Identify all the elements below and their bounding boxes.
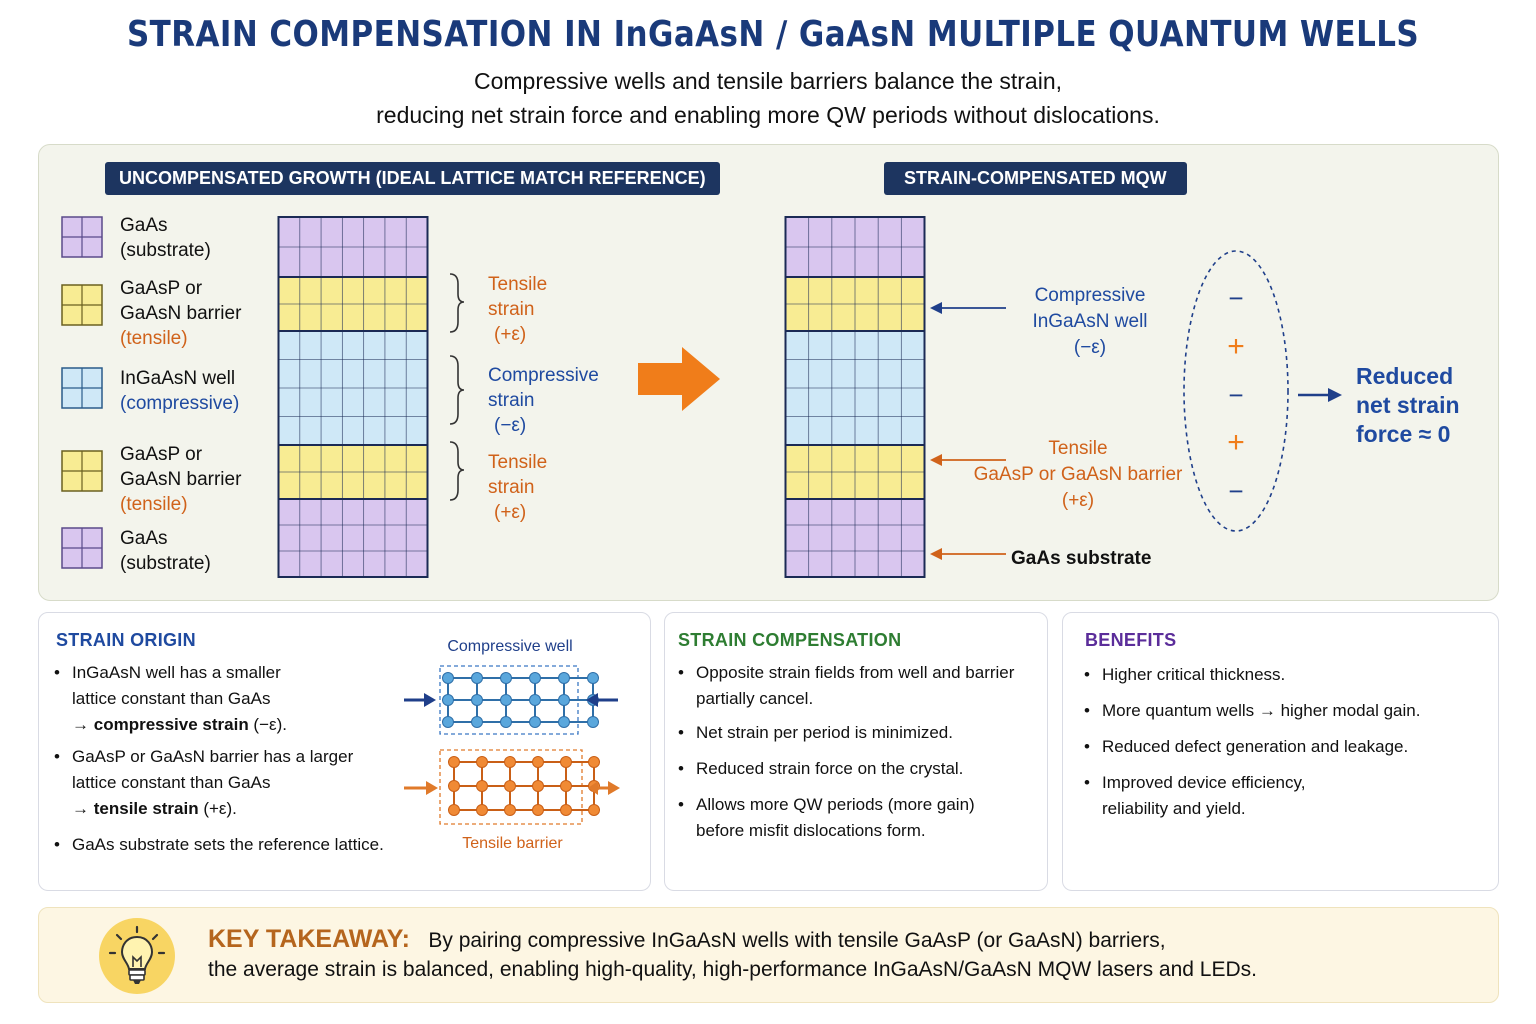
sign-minus-3: −	[1228, 476, 1244, 506]
tensile-arrow-right-icon	[588, 781, 620, 795]
benefits-heading: BENEFITS	[1085, 630, 1177, 650]
sign-minus-2: −	[1228, 380, 1244, 410]
barrier-lattice-caption: Tensile barrier	[462, 835, 563, 852]
layer-pointer-arrows	[930, 302, 1006, 560]
lightbulb-icon	[99, 918, 175, 994]
compensation-bullet-1: Opposite strain fields from well and bar…	[678, 660, 1038, 712]
legend-item-substrate-bottom: GaAs (substrate)	[120, 528, 211, 574]
compress-arrow-left-icon	[404, 693, 436, 707]
uncompensated-layer-stack	[277, 216, 429, 578]
brace-compressive	[449, 355, 465, 425]
legend-swatches	[61, 216, 103, 569]
sign-minus-1: −	[1228, 283, 1244, 313]
strain-compensation-card	[664, 612, 1048, 891]
key-takeaway-banner	[38, 907, 1499, 1003]
benefits-bullet-1: Higher critical thickness.	[1084, 662, 1484, 688]
compensation-bullet-2: Net strain per period is minimized.	[678, 720, 1038, 746]
origin-bullet-3: GaAs substrate sets the reference lattic…	[54, 832, 414, 858]
result-arrow-icon	[1298, 388, 1342, 402]
brace-tensile-top	[449, 273, 465, 333]
subtitle-line-1: Compressive wells and tensile barriers b…	[473, 68, 1063, 94]
benefits-list: Higher critical thickness. More quantum …	[1084, 662, 1484, 822]
label-tensile-barrier: Tensile GaAsP or GaAsN barrier (+ε)	[973, 438, 1183, 511]
legend-swatch-barrier-top	[61, 284, 103, 326]
compensation-bullet-3: Reduced strain force on the crystal.	[678, 756, 1038, 782]
strain-compensation-heading: STRAIN COMPENSATION	[678, 630, 902, 650]
pointer-well-arrow	[930, 302, 1006, 314]
compensated-layer-stack	[784, 216, 926, 578]
compensated-tag: STRAIN-COMPENSATED MQW	[884, 162, 1187, 195]
compress-arrow-right-icon	[586, 693, 618, 707]
annotation-tensile-top: Tensile strain (+ε)	[488, 274, 548, 345]
tensile-arrow-left-icon	[404, 781, 438, 795]
legend-item-substrate-top: GaAs (substrate)	[120, 215, 211, 261]
strain-origin-heading: STRAIN ORIGIN	[56, 630, 196, 650]
pointer-substrate-arrow	[930, 548, 1006, 560]
strain-compensation-list: Opposite strain fields from well and bar…	[678, 660, 1038, 844]
sign-plus-1: +	[1227, 330, 1245, 363]
well-lattice-icon	[442, 672, 599, 728]
annotation-compressive: Compressive strain (−ε)	[488, 365, 599, 436]
layer-gaas-bottom	[277, 498, 429, 578]
result-reduced-net-strain: Reduced net strain force ≈ 0	[1356, 363, 1460, 447]
compensation-bullet-4: Allows more QW periods (more gain)before…	[678, 792, 1038, 844]
label-compressive-well: Compressive InGaAsN well (−ε)	[1032, 285, 1148, 358]
annotation-tensile-bottom: Tensile strain (+ε)	[488, 452, 548, 523]
pointer-barrier-arrow	[930, 454, 1006, 466]
takeaway-label: KEY TAKEAWAY:	[208, 925, 410, 953]
strain-sum-ellipse	[1183, 250, 1289, 532]
legend-swatch-well	[61, 367, 103, 409]
page-title: STRAIN COMPENSATION IN InGaAsN / GaAsN M…	[126, 14, 1420, 55]
legend-swatch-barrier-bottom	[61, 450, 103, 492]
brace-tensile-bottom	[449, 441, 465, 501]
legend-swatch-substrate-top	[61, 216, 103, 258]
strain-braces	[449, 273, 465, 501]
legend-item-well: InGaAsN well (compressive)	[120, 368, 240, 414]
takeaway-line-2: the average strain is balanced, enabling…	[208, 958, 1257, 981]
legend-swatch-substrate-bottom	[61, 527, 103, 569]
legend-item-barrier-top: GaAsP or GaAsN barrier (tensile)	[120, 278, 242, 349]
lattice-diagrams	[404, 665, 620, 825]
benefits-bullet-4: Improved device efficiency,reliability a…	[1084, 770, 1484, 822]
origin-bullet-2: GaAsP or GaAsN barrier has a largerlatti…	[54, 744, 414, 822]
label-gaas-substrate: GaAs substrate	[1011, 548, 1152, 569]
transition-arrow-icon	[638, 347, 720, 411]
uncompensated-tag: UNCOMPENSATED GROWTH (IDEAL LATTICE MATC…	[105, 162, 720, 195]
sign-plus-2: +	[1227, 426, 1245, 459]
benefits-bullet-2: More quantum wells → higher modal gain.	[1084, 698, 1484, 724]
well-lattice-caption: Compressive well	[447, 638, 573, 655]
takeaway-line-1: KEY TAKEAWAY: By pairing compressive InG…	[208, 925, 1166, 953]
legend-item-barrier-bottom: GaAsP or GaAsN barrier (tensile)	[120, 444, 242, 515]
benefits-bullet-3: Reduced defect generation and leakage.	[1084, 734, 1484, 760]
subtitle-line-2: reducing net strain force and enabling m…	[376, 102, 1160, 128]
barrier-lattice-icon	[448, 756, 600, 816]
